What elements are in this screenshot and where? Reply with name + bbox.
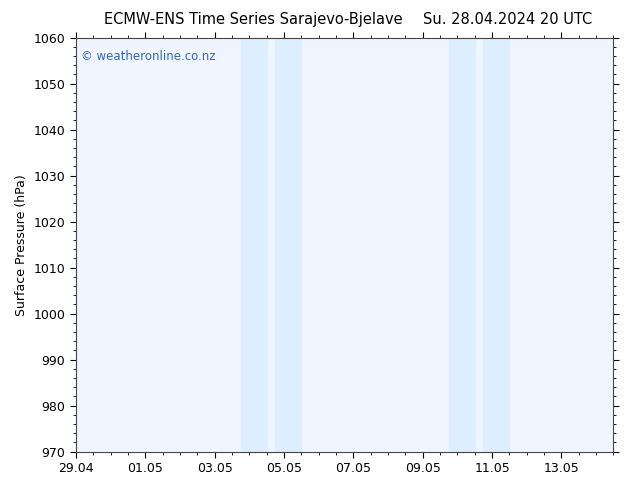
Bar <box>275 38 301 452</box>
Bar <box>240 38 267 452</box>
Y-axis label: Surface Pressure (hPa): Surface Pressure (hPa) <box>15 174 28 316</box>
Text: ECMW-ENS Time Series Sarajevo-Bjelave: ECMW-ENS Time Series Sarajevo-Bjelave <box>104 12 403 27</box>
Bar <box>483 38 509 452</box>
Text: © weatheronline.co.nz: © weatheronline.co.nz <box>81 50 216 63</box>
Text: Su. 28.04.2024 20 UTC: Su. 28.04.2024 20 UTC <box>423 12 592 27</box>
Bar <box>449 38 475 452</box>
